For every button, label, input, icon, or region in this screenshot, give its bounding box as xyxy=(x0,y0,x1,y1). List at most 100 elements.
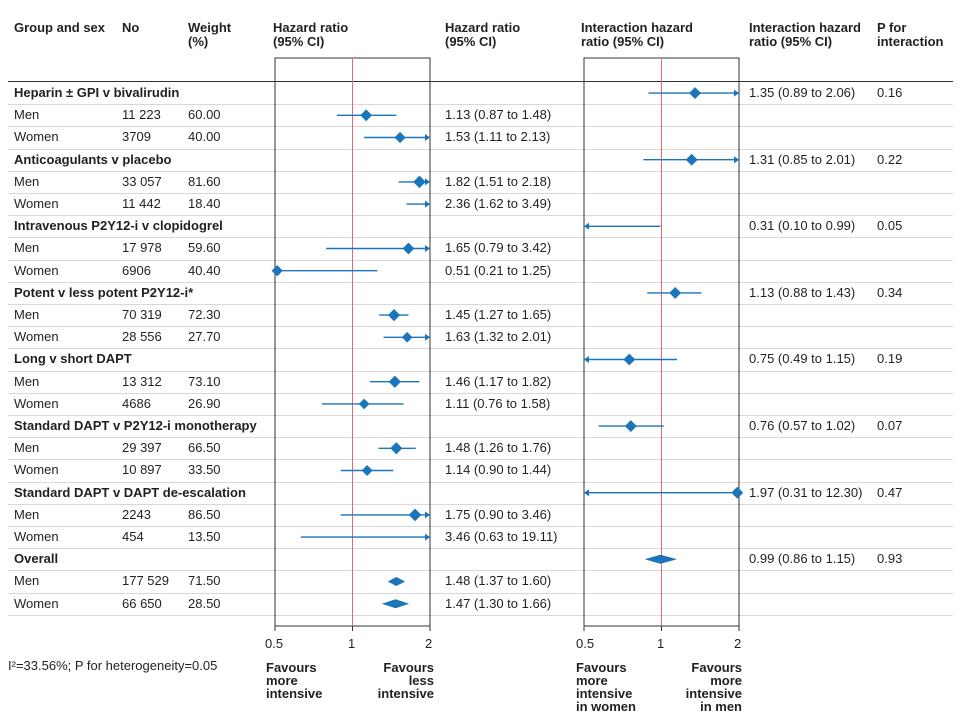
interaction-hr-value: 0.75 (0.49 to 1.15) xyxy=(749,351,856,367)
point-estimate-marker xyxy=(401,331,413,343)
heterogeneity-note: I²=33.56%; P for heterogeneity=0.05 xyxy=(8,658,218,673)
row-divider xyxy=(8,415,953,416)
hr-value: 2.36 (1.62 to 3.49) xyxy=(445,196,552,211)
hr-value: 1.48 (1.26 to 1.76) xyxy=(445,440,552,456)
interaction-hr-value: 1.31 (0.85 to 2.01) xyxy=(749,151,856,167)
count-value: 33 057 xyxy=(122,173,162,189)
hr-favours-left: Favours more intensive xyxy=(266,660,323,701)
count-value: 17 978 xyxy=(122,240,162,256)
hr-value: 1.53 (1.11 to 2.13) xyxy=(445,129,551,145)
interaction-hr-value: 1.13 (0.88 to 1.43) xyxy=(749,284,856,300)
group-label: Intravenous P2Y12-i v clopidogrel xyxy=(14,218,223,234)
sex-label: Women xyxy=(14,262,59,278)
sex-label: Men xyxy=(14,373,40,389)
count-value: 66 650 xyxy=(122,595,162,611)
summary-diamond xyxy=(387,577,406,586)
row-divider xyxy=(8,170,953,172)
hr-value: 1.48 (1.37 to 1.60) xyxy=(445,573,552,589)
point-estimate-marker xyxy=(388,375,401,388)
hr-value: 1.14 (0.90 to 1.44) xyxy=(445,462,552,478)
weight-value: 73.10 xyxy=(188,373,221,389)
count-value: 454 xyxy=(122,529,144,544)
weight-value: 86.50 xyxy=(188,506,221,522)
group-label: Standard DAPT v P2Y12-i monotherapy xyxy=(14,418,257,433)
ci-arrow-head xyxy=(425,511,430,519)
weight-value: 28.50 xyxy=(188,595,221,611)
row-divider xyxy=(8,237,953,239)
group-row: Intravenous P2Y12-i v clopidogrel 0.31 (0… xyxy=(0,215,960,237)
interaction-hr-value: 1.97 (0.31 to 12.30) xyxy=(749,484,863,500)
header-p-interaction: P for interaction xyxy=(877,20,944,49)
ihr-tick-low: 0.5 xyxy=(576,636,595,651)
header-ihr-text: Interaction hazard ratio (95% CI) xyxy=(749,20,861,49)
summary-diamond xyxy=(381,599,410,609)
weight-value: 40.00 xyxy=(188,129,221,145)
row-divider xyxy=(8,548,953,550)
count-value: 70 319 xyxy=(122,307,162,322)
point-estimate-marker xyxy=(623,353,636,366)
ci-arrow-head xyxy=(425,200,430,208)
point-estimate-marker xyxy=(413,175,426,189)
table-row: Women 10 897 33.50 1.14 (0.90 to 1.44) xyxy=(0,459,960,481)
ci-arrow-head xyxy=(425,178,430,186)
sex-label: Men xyxy=(14,506,40,522)
group-label: Heparin ± GPI v bivalirudin xyxy=(14,85,180,100)
sex-label: Men xyxy=(14,307,40,322)
point-estimate-marker xyxy=(402,242,415,255)
table-row: Men 29 397 66.50 1.48 (1.26 to 1.76) xyxy=(0,437,960,459)
table-row: Men 17 978 59.60 1.65 (0.79 to 3.42) xyxy=(0,237,960,259)
row-divider xyxy=(8,259,953,261)
point-estimate-marker xyxy=(390,442,403,455)
row-divider xyxy=(8,215,953,217)
row-divider xyxy=(8,459,953,461)
p-interaction-value: 0.05 xyxy=(877,218,903,234)
row-divider xyxy=(8,592,953,594)
group-label: Potent v less potent P2Y12-i* xyxy=(14,284,194,300)
count-value: 11 223 xyxy=(122,107,161,123)
table-row: Women 28 556 27.70 1.63 (1.32 to 2.01) xyxy=(0,326,960,348)
ci-arrow-head xyxy=(584,489,589,497)
row-divider xyxy=(8,614,953,616)
count-value: 4686 xyxy=(122,395,151,411)
sex-label: Women xyxy=(14,129,59,145)
p-interaction-value: 0.07 xyxy=(877,418,903,433)
table-row: Men 13 312 73.10 1.46 (1.17 to 1.82) xyxy=(0,371,960,393)
table-row: Women 11 442 18.40 2.36 (1.62 to 3.49) xyxy=(0,193,960,215)
row-divider xyxy=(8,304,953,305)
weight-value: 59.60 xyxy=(188,240,221,256)
point-estimate-marker xyxy=(361,465,373,476)
point-estimate-marker xyxy=(731,486,744,499)
count-value: 3709 xyxy=(122,129,151,145)
ihr-favours-left: Favours more intensive in women xyxy=(576,660,636,714)
group-label: Overall xyxy=(14,551,59,567)
interaction-hr-value: 0.31 (0.10 to 0.99) xyxy=(749,218,856,234)
weight-value: 72.30 xyxy=(188,307,221,322)
row-divider xyxy=(8,326,953,328)
weight-value: 26.90 xyxy=(188,395,221,411)
table-row: Men 2243 86.50 1.75 (0.90 to 3.46) xyxy=(0,504,960,526)
hr-value: 1.45 (1.27 to 1.65) xyxy=(445,307,552,322)
row-divider xyxy=(8,281,953,283)
count-value: 11 442 xyxy=(122,196,161,211)
count-value: 2243 xyxy=(122,506,151,522)
ihr-tick-high: 2 xyxy=(734,636,742,651)
table-row: Men 11 223 60.00 1.13 (0.87 to 1.48) xyxy=(0,104,960,126)
hr-value: 1.47 (1.30 to 1.66) xyxy=(445,595,552,611)
sex-label: Women xyxy=(14,395,59,411)
p-interaction-value: 0.22 xyxy=(877,151,903,167)
row-divider xyxy=(8,148,953,150)
p-interaction-value: 0.19 xyxy=(877,351,903,367)
sex-label: Men xyxy=(14,573,40,589)
hr-plot-frame xyxy=(274,57,431,631)
table-row: Women 66 650 28.50 1.47 (1.30 to 1.66) xyxy=(0,593,960,615)
row-divider xyxy=(8,392,953,394)
ci-arrow-head xyxy=(584,222,589,230)
sex-label: Women xyxy=(14,462,59,478)
row-divider xyxy=(8,503,953,505)
group-row: Potent v less potent P2Y12-i* 1.13 (0.88 … xyxy=(0,282,960,304)
interaction-hr-value: 1.35 (0.89 to 2.06) xyxy=(749,85,856,100)
sex-label: Men xyxy=(14,107,40,123)
row-divider xyxy=(8,104,953,106)
weight-value: 71.50 xyxy=(188,573,221,589)
table-row: Men 33 057 81.60 1.82 (1.51 to 2.18) xyxy=(0,171,960,193)
